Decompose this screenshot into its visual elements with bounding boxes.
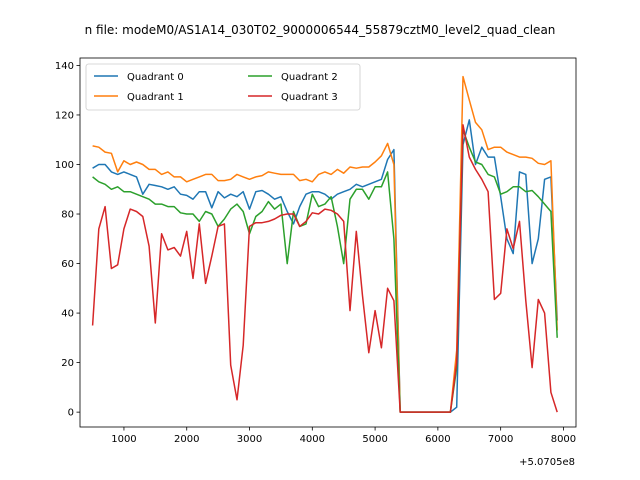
y-axis: 0 20 40 60 80 100 120 140	[55, 61, 80, 419]
x-tick-label: 7000	[488, 434, 513, 445]
series-line-quadrant-1	[92, 75, 558, 413]
legend-box	[85, 63, 361, 111]
x-tick-label: 3000	[237, 434, 262, 445]
legend-label: Quadrant 3	[281, 92, 338, 103]
chart-title: n file: modeM0/AS1A14_030T02_9000006544_…	[85, 23, 556, 37]
y-tick-label: 80	[61, 210, 74, 221]
x-tick-label: 2000	[174, 434, 199, 445]
legend-label: Quadrant 2	[281, 72, 338, 83]
legend-label: Quadrant 1	[127, 92, 184, 103]
x-tick-label: 8000	[551, 434, 576, 445]
series-layer	[91, 75, 558, 413]
plot-frame	[79, 57, 577, 428]
series-line-quadrant-3	[91, 124, 558, 413]
x-tick-label: 4000	[300, 434, 325, 445]
y-tick-label: 60	[61, 259, 74, 270]
legend-label: Quadrant 0	[127, 72, 184, 83]
legend: Quadrant 0 Quadrant 1 Quadrant 2 Quadrant 3	[85, 63, 361, 111]
x-axis: 1000 2000 3000 4000 5000 6000 7000 8000	[111, 427, 576, 445]
x-tick-label: 5000	[362, 434, 387, 445]
x-tick-label: 6000	[425, 434, 450, 445]
series-line-quadrant-0	[92, 119, 558, 413]
y-tick-label: 140	[55, 61, 74, 72]
series-line-quadrant-2	[92, 129, 558, 413]
y-tick-label: 100	[55, 160, 74, 171]
y-tick-label: 120	[55, 110, 74, 121]
x-tick-label: 1000	[111, 434, 136, 445]
y-tick-label: 0	[68, 408, 74, 419]
x-offset-label: +5.0705e8	[519, 457, 575, 468]
y-tick-label: 20	[61, 358, 74, 369]
y-tick-label: 40	[61, 309, 74, 320]
